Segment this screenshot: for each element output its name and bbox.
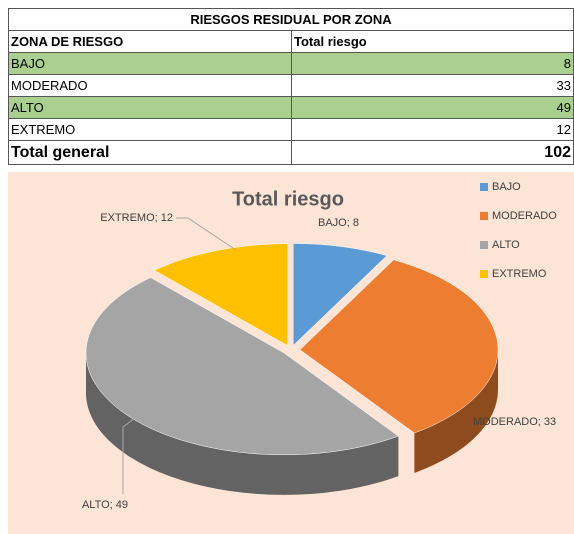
legend-swatch xyxy=(480,270,488,278)
slice xyxy=(299,259,499,434)
data-label: ALTO; 49 xyxy=(82,499,128,511)
legend-swatch xyxy=(480,241,488,249)
legend-swatch xyxy=(480,212,488,220)
row-row: BAJO 8 xyxy=(8,52,574,75)
header-row: ZONA DE RIESGO Total riesgo xyxy=(8,30,574,53)
data-label: EXTREMO; 12 xyxy=(100,212,173,224)
table: RIESGOS RESIDUAL POR ZONA ZONA DE RIESGO… xyxy=(8,8,574,165)
label-cell: Total general xyxy=(8,140,292,165)
title-row: RIESGOS RESIDUAL POR ZONA xyxy=(8,8,574,31)
label-cell: EXTREMO xyxy=(8,118,292,141)
chart: Total riesgo BAJO; 8 MODERADO; 33 ALTO; 49… xyxy=(82,181,557,511)
value-cell: 12 xyxy=(291,118,574,141)
slice xyxy=(85,277,399,456)
total-row: Total general 102 xyxy=(8,140,574,165)
slice xyxy=(153,243,288,347)
slice xyxy=(292,243,388,347)
data-label: MODERADO; 33 xyxy=(473,416,556,428)
row-row: MODERADO 33 xyxy=(8,74,574,97)
slice-side xyxy=(414,349,498,473)
legend-label: EXTREMO xyxy=(492,268,547,280)
label-cell: BAJO xyxy=(8,52,292,75)
slice-side xyxy=(85,352,399,495)
chart-title: Total riesgo xyxy=(232,188,344,210)
data-label: BAJO; 8 xyxy=(318,217,359,229)
value-cell: 8 xyxy=(291,52,574,75)
header-cell: ZONA DE RIESGO xyxy=(8,30,292,53)
value-cell: 102 xyxy=(291,140,574,165)
table-title: RIESGOS RESIDUAL POR ZONA xyxy=(8,8,574,31)
legend-swatch xyxy=(480,183,488,191)
leader-line xyxy=(122,411,144,494)
legend-label: MODERADO xyxy=(492,210,557,222)
row-row: EXTREMO 12 xyxy=(8,118,574,141)
label-cell: MODERADO xyxy=(8,74,292,97)
value-cell: 33 xyxy=(291,74,574,97)
header-cell: Total riesgo xyxy=(291,30,574,53)
leader-line xyxy=(176,217,237,251)
label-cell: ALTO xyxy=(8,96,292,119)
legend-label: ALTO xyxy=(492,239,520,251)
chart-area: Total riesgo BAJO; 8 MODERADO; 33 ALTO; 49… xyxy=(8,172,574,534)
value-cell: 49 xyxy=(291,96,574,119)
legend-label: BAJO xyxy=(492,181,521,193)
row-row: ALTO 49 xyxy=(8,96,574,119)
